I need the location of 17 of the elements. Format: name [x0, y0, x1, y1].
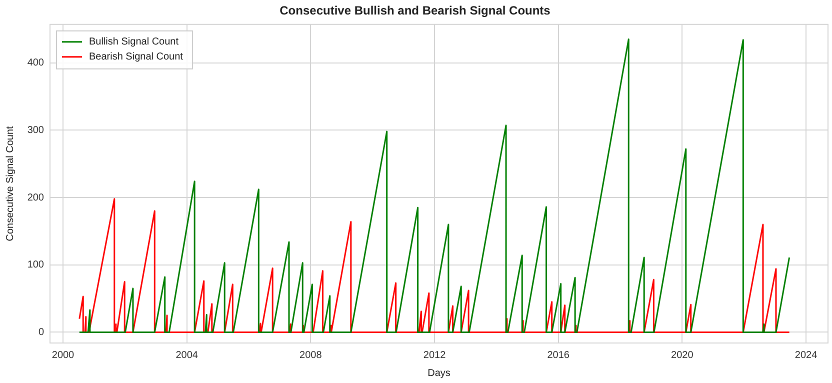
- x-tick-label: 2012: [423, 350, 446, 361]
- x-tick-label: 2008: [300, 350, 322, 361]
- x-tick-label: 2000: [52, 350, 75, 361]
- x-tick-label: 2016: [547, 350, 570, 361]
- y-tick-label: 0: [38, 326, 44, 338]
- y-tick-label: 400: [27, 58, 44, 69]
- legend-label: Bearish Signal Count: [89, 52, 184, 63]
- y-tick-label: 100: [27, 260, 44, 271]
- legend-label: Bullish Signal Count: [89, 36, 179, 48]
- x-tick-label: 2020: [671, 350, 694, 361]
- x-tick-label: 2004: [176, 350, 198, 361]
- x-tick-label: 2024: [794, 350, 818, 361]
- x-axis-title: Days: [428, 368, 450, 379]
- chart-title: Consecutive Bullish and Bearish Signal Counts: [280, 4, 551, 18]
- y-tick-label: 300: [27, 124, 44, 136]
- y-axis-title: Consecutive Signal Count: [4, 126, 16, 242]
- y-tick-label: 200: [27, 192, 44, 204]
